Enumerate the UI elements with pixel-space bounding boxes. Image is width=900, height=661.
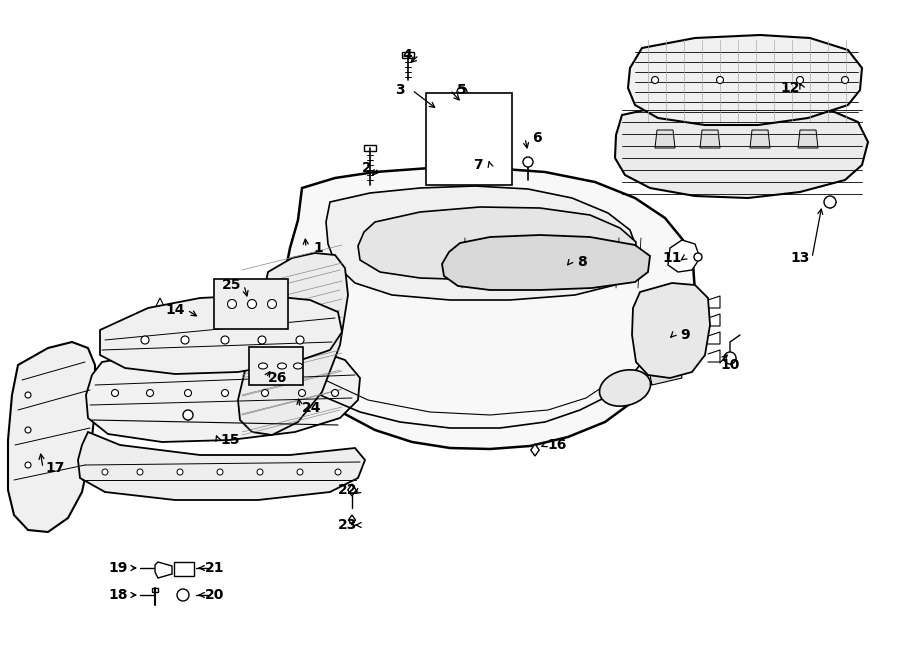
Text: 17: 17: [45, 461, 65, 475]
Circle shape: [221, 336, 229, 344]
Polygon shape: [200, 298, 210, 308]
Circle shape: [258, 336, 266, 344]
Circle shape: [335, 469, 341, 475]
Circle shape: [183, 410, 193, 420]
Polygon shape: [798, 130, 818, 148]
Circle shape: [331, 389, 338, 397]
Text: 19: 19: [108, 561, 128, 575]
Text: 22: 22: [338, 483, 358, 497]
Circle shape: [25, 427, 31, 433]
Text: 9: 9: [680, 328, 689, 342]
Polygon shape: [347, 484, 356, 496]
Text: 3: 3: [395, 83, 405, 97]
Polygon shape: [174, 562, 194, 576]
Circle shape: [296, 336, 304, 344]
Circle shape: [458, 108, 466, 116]
Polygon shape: [700, 130, 720, 148]
Polygon shape: [245, 298, 255, 308]
Circle shape: [102, 469, 108, 475]
Circle shape: [217, 469, 223, 475]
Circle shape: [724, 352, 736, 364]
Circle shape: [228, 299, 237, 309]
Circle shape: [297, 469, 303, 475]
Circle shape: [262, 389, 268, 397]
Circle shape: [141, 336, 149, 344]
Polygon shape: [531, 444, 539, 456]
Polygon shape: [615, 100, 868, 198]
Text: 10: 10: [720, 358, 740, 372]
Ellipse shape: [258, 363, 267, 369]
Polygon shape: [8, 342, 95, 532]
Polygon shape: [86, 345, 360, 442]
FancyBboxPatch shape: [249, 347, 303, 385]
Circle shape: [177, 589, 189, 601]
Polygon shape: [155, 562, 172, 578]
Text: 14: 14: [166, 303, 184, 317]
Ellipse shape: [293, 363, 302, 369]
Text: 26: 26: [268, 371, 288, 385]
Circle shape: [112, 389, 119, 397]
Text: 2: 2: [362, 161, 372, 175]
Polygon shape: [152, 588, 158, 592]
Circle shape: [716, 77, 724, 83]
Circle shape: [652, 77, 659, 83]
Polygon shape: [650, 368, 682, 385]
Circle shape: [248, 299, 256, 309]
Text: 20: 20: [205, 588, 225, 602]
Text: 11: 11: [662, 251, 682, 265]
Circle shape: [796, 77, 804, 83]
Polygon shape: [238, 253, 348, 435]
Text: 16: 16: [547, 438, 567, 452]
Circle shape: [181, 336, 189, 344]
Circle shape: [824, 196, 836, 208]
FancyBboxPatch shape: [426, 93, 512, 185]
Polygon shape: [750, 130, 770, 148]
Polygon shape: [284, 168, 695, 449]
Ellipse shape: [277, 363, 286, 369]
Text: 13: 13: [790, 251, 810, 265]
Polygon shape: [100, 295, 342, 374]
FancyBboxPatch shape: [214, 279, 288, 329]
Circle shape: [299, 389, 305, 397]
Circle shape: [221, 389, 229, 397]
Text: 25: 25: [222, 278, 242, 292]
Polygon shape: [155, 298, 165, 308]
Polygon shape: [668, 240, 700, 272]
Text: 21: 21: [205, 561, 225, 575]
Polygon shape: [364, 145, 376, 151]
Text: 24: 24: [302, 401, 322, 415]
Circle shape: [25, 462, 31, 468]
Text: 5: 5: [457, 83, 467, 97]
Circle shape: [842, 77, 849, 83]
Text: 8: 8: [577, 255, 587, 269]
Polygon shape: [358, 207, 636, 280]
Polygon shape: [442, 235, 650, 290]
Polygon shape: [628, 35, 862, 125]
Polygon shape: [402, 52, 414, 58]
Text: 18: 18: [108, 588, 128, 602]
Circle shape: [137, 469, 143, 475]
Text: 15: 15: [220, 433, 239, 447]
Circle shape: [147, 389, 154, 397]
Circle shape: [267, 299, 276, 309]
Text: 4: 4: [402, 48, 412, 62]
Polygon shape: [632, 283, 710, 378]
Polygon shape: [348, 515, 356, 525]
Circle shape: [523, 157, 533, 167]
Polygon shape: [326, 186, 638, 300]
Text: 23: 23: [338, 518, 357, 532]
Circle shape: [257, 469, 263, 475]
Polygon shape: [78, 432, 365, 500]
Text: 12: 12: [780, 81, 800, 95]
Circle shape: [184, 389, 192, 397]
Circle shape: [694, 253, 702, 261]
Text: 6: 6: [532, 131, 542, 145]
Ellipse shape: [599, 369, 651, 407]
Text: 7: 7: [473, 158, 482, 172]
Circle shape: [457, 87, 467, 97]
Circle shape: [25, 392, 31, 398]
Polygon shape: [655, 130, 675, 148]
Text: 1: 1: [313, 241, 323, 255]
Circle shape: [177, 469, 183, 475]
